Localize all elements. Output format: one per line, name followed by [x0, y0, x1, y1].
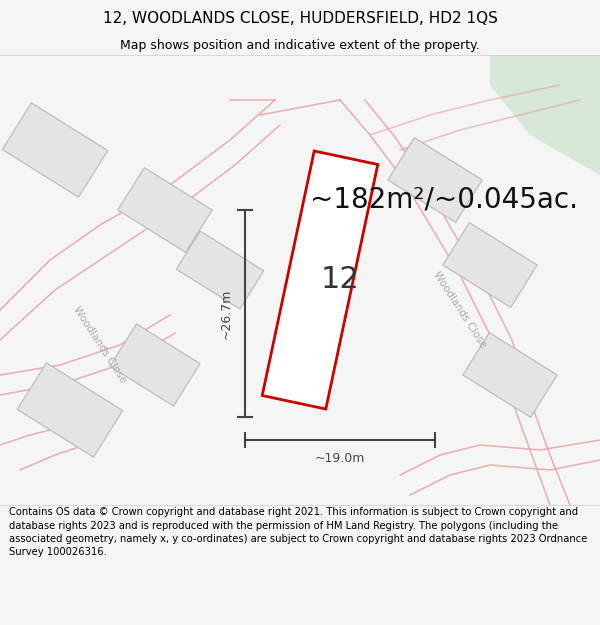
Text: 12, WOODLANDS CLOSE, HUDDERSFIELD, HD2 1QS: 12, WOODLANDS CLOSE, HUDDERSFIELD, HD2 1…: [103, 11, 497, 26]
Polygon shape: [262, 151, 378, 409]
Text: Contains OS data © Crown copyright and database right 2021. This information is : Contains OS data © Crown copyright and d…: [9, 508, 587, 557]
Text: Woodlands Close: Woodlands Close: [431, 270, 488, 350]
Polygon shape: [463, 332, 557, 418]
Polygon shape: [388, 138, 482, 222]
Text: ~182m²/~0.045ac.: ~182m²/~0.045ac.: [310, 185, 578, 213]
Polygon shape: [118, 168, 212, 252]
Text: Map shows position and indicative extent of the property.: Map shows position and indicative extent…: [120, 39, 480, 51]
Polygon shape: [17, 363, 123, 457]
Text: 12: 12: [320, 266, 359, 294]
Polygon shape: [490, 55, 600, 175]
Polygon shape: [176, 231, 264, 309]
Polygon shape: [2, 103, 108, 197]
Polygon shape: [443, 222, 537, 308]
Polygon shape: [110, 324, 200, 406]
Text: ~26.7m: ~26.7m: [220, 288, 233, 339]
Text: ~19.0m: ~19.0m: [315, 452, 365, 465]
Text: Woodlands Close: Woodlands Close: [71, 305, 128, 385]
